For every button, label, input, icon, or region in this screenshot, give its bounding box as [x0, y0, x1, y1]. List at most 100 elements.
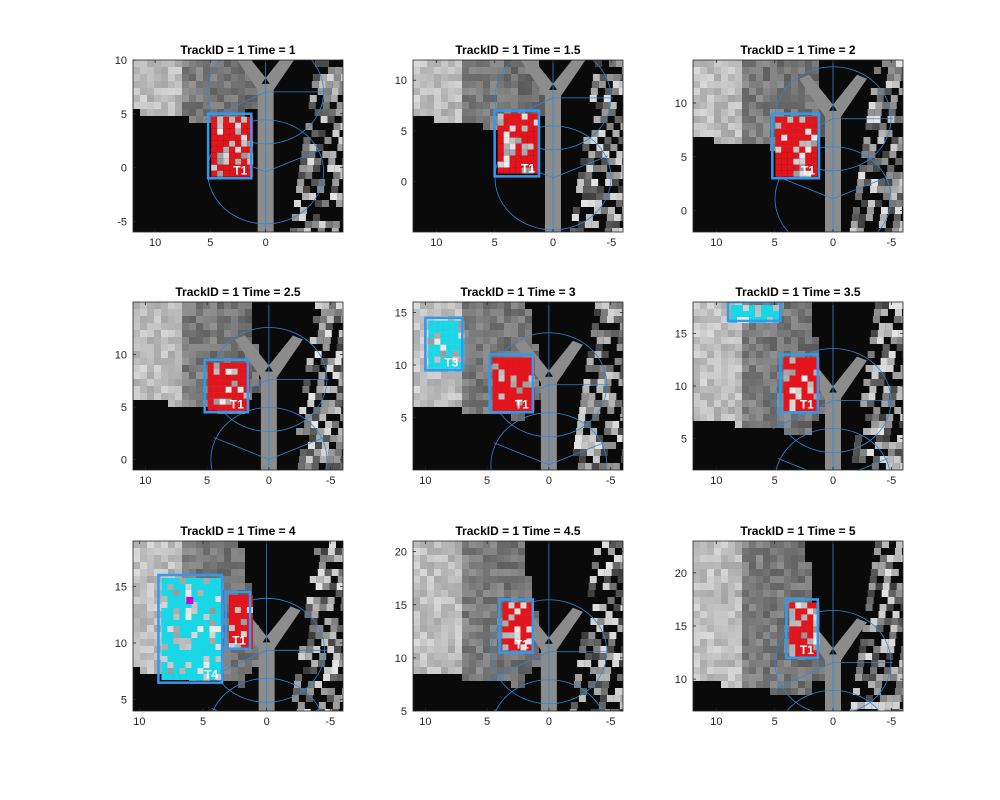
sensor-coverage — [208, 302, 329, 470]
y-tick-label: 5 — [121, 402, 127, 414]
track-box — [224, 590, 252, 650]
y-tick-label: 15 — [675, 329, 687, 341]
track-box — [785, 598, 820, 660]
subplot-title: TrackID = 1 Time = 1 — [180, 43, 296, 57]
track-label: T1 — [800, 397, 814, 411]
axes-frame — [412, 59, 624, 233]
x-tick-label: 5 — [207, 237, 213, 249]
x-tick-label: 5 — [484, 475, 490, 487]
sensor-coverage — [772, 302, 893, 470]
y-tick-label: 10 — [395, 75, 407, 87]
track-t1: T1 — [785, 598, 820, 660]
subplot-2: T1 10 5 0 -5 0 5 10 TrackID = 1 Time = 1.5 — [395, 43, 624, 249]
track-box — [157, 573, 224, 684]
occupancy-grid: T1 — [133, 302, 343, 470]
x-tick-label: 0 — [266, 475, 272, 487]
x-tick-label: 10 — [149, 237, 161, 249]
x-tick-label: 0 — [830, 716, 836, 728]
x-tick-label: -5 — [886, 716, 896, 728]
track-box — [488, 353, 535, 414]
x-tick-label: 0 — [263, 237, 269, 249]
subplot-title: TrackID = 1 Time = 4.5 — [455, 524, 581, 538]
track-label: T3 — [444, 355, 458, 369]
subplot-6: T1 10 5 0 -5 5 10 15 TrackID = 1 Time = 3.5 — [675, 285, 904, 487]
y-tick-label: 0 — [681, 206, 687, 218]
x-tick-label: 5 — [772, 475, 778, 487]
y-tick-label: 10 — [115, 350, 127, 362]
y-tick-label: 0 — [121, 455, 127, 467]
subplot-title: TrackID = 1 Time = 2.5 — [175, 285, 301, 299]
track-t1: T1 — [488, 353, 535, 414]
occupancy-grid: T1 — [413, 60, 623, 232]
occupancy-grid: T1 — [693, 302, 903, 470]
y-tick-label: 20 — [675, 568, 687, 580]
subplot-8: T1 10 5 0 -5 5 10 15 20 TrackID = 1 Time = 4.5 — [395, 524, 624, 728]
track-box — [424, 316, 464, 372]
y-tick-label: 5 — [681, 434, 687, 446]
subplot-title: TrackID = 1 Time = 2 — [740, 43, 856, 57]
sensor-coverage — [488, 302, 609, 470]
track-box — [726, 302, 782, 323]
x-tick-label: 10 — [710, 716, 722, 728]
track-t1: T1 — [224, 590, 253, 650]
occupancy-grid: T1 — [413, 541, 623, 711]
y-tick-label: 10 — [675, 98, 687, 110]
y-tick-label: -5 — [117, 216, 127, 228]
x-tick-label: -5 — [606, 716, 616, 728]
subplot-title: TrackID = 1 Time = 5 — [740, 524, 856, 538]
sensor-coverage — [772, 541, 893, 711]
x-tick-label: 5 — [772, 237, 778, 249]
x-tick-label: 0 — [550, 237, 556, 249]
x-tick-label: -5 — [886, 237, 896, 249]
x-tick-label: 10 — [419, 475, 431, 487]
track-label: T1 — [800, 643, 814, 657]
subplot-5: T1 T3 10 5 0 -5 5 10 15 TrackID = 1 Time = 3 — [395, 285, 624, 487]
road-shape — [520, 60, 586, 232]
y-tick-label: 15 — [675, 621, 687, 633]
y-tick-label: 15 — [395, 600, 407, 612]
sensor-coverage — [492, 60, 613, 232]
sensor-cone-cells — [133, 60, 343, 232]
x-tick-label: -5 — [606, 237, 616, 249]
x-tick-label: 0 — [830, 475, 836, 487]
x-tick-label: 5 — [772, 716, 778, 728]
magenta-cell — [186, 597, 194, 604]
y-tick-label: 0 — [401, 176, 407, 188]
sensor-cone-cells — [413, 541, 623, 711]
occupancy-grid: T1 — [693, 541, 903, 711]
subplot-3: T1 10 5 0 -5 0 5 10 TrackID = 1 Time = 2 — [675, 43, 904, 249]
track-box — [206, 112, 253, 180]
y-tick-label: 5 — [401, 413, 407, 425]
y-tick-label: 5 — [681, 152, 687, 164]
y-tick-label: 5 — [401, 706, 407, 718]
axes-frame — [692, 59, 904, 233]
subplot-1: T1 10 5 0 -5 0 5 10 TrackID = 1 Time = 1 — [115, 43, 344, 249]
track-box — [203, 358, 250, 414]
x-tick-label: 5 — [204, 475, 210, 487]
track-label: T1 — [232, 634, 246, 648]
y-tick-label: 10 — [675, 674, 687, 686]
x-tick-label: -5 — [606, 475, 616, 487]
x-tick-label: 10 — [710, 475, 722, 487]
track-box — [493, 109, 541, 178]
track-t1: T1 — [779, 353, 820, 414]
axes-frame — [412, 301, 624, 471]
x-tick-label: 0 — [546, 716, 552, 728]
x-tick-label: 5 — [484, 716, 490, 728]
x-tick-label: 10 — [419, 716, 431, 728]
track-label: T1 — [515, 638, 529, 652]
track-t1: T1 — [771, 112, 821, 180]
road-shape — [234, 335, 303, 470]
x-tick-label: 10 — [133, 716, 145, 728]
subplot-4: T1 10 5 0 -5 0 5 10 TrackID = 1 Time = 2.5 — [115, 285, 344, 487]
occupancy-grid: T1 T3 — [413, 302, 623, 470]
axes-frame — [132, 540, 344, 712]
subplot-title: TrackID = 1 Time = 4 — [180, 524, 296, 538]
y-tick-label: 10 — [115, 638, 127, 650]
y-tick-label: 5 — [401, 126, 407, 138]
x-tick-label: 0 — [830, 237, 836, 249]
track-label: T1 — [230, 397, 244, 411]
track-t1: T1 — [203, 358, 250, 414]
y-tick-label: 15 — [115, 581, 127, 593]
